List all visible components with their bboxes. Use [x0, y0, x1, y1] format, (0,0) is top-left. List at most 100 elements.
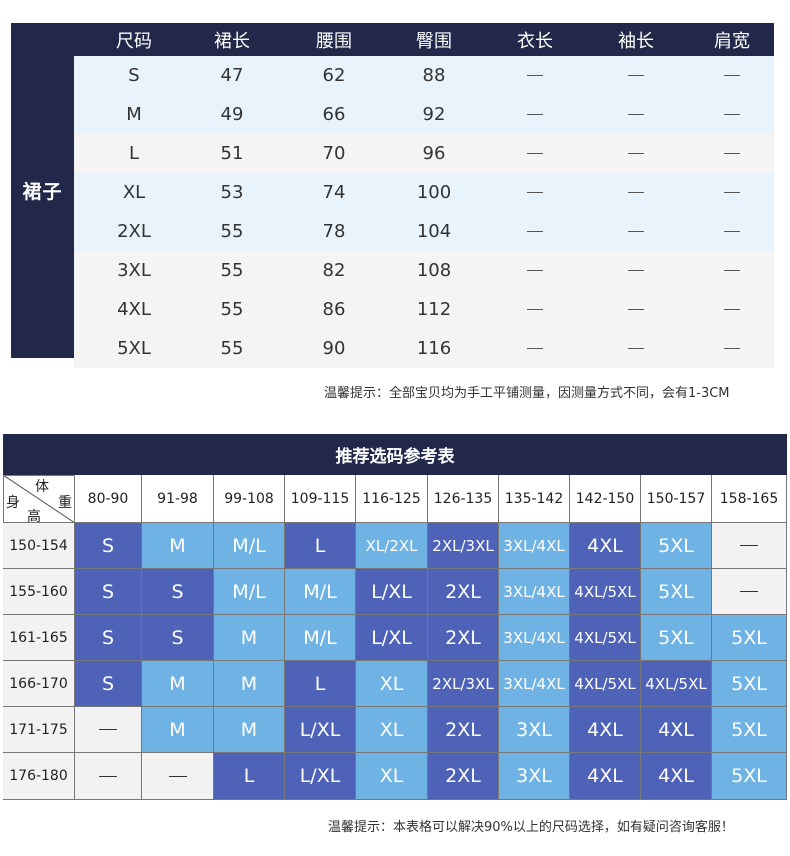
recommended-size-cell: 3XL/4XL [499, 523, 570, 569]
size-value-cell: 104 [416, 221, 452, 242]
dash-mark [628, 309, 644, 310]
empty-value-dash [591, 290, 681, 329]
recommended-size-cell: 4XL/5XL [570, 615, 641, 661]
size-header-cell: 袖长 [618, 30, 654, 52]
empty-value-dash [490, 56, 580, 95]
recommended-size-cell: 4XL [641, 753, 712, 800]
recommended-size-cell: M [214, 661, 285, 707]
recommend-chart-table: 推荐选码参考表 体 重 身 高 80-90 91-98 99-108 109-115 1… [3, 434, 787, 800]
empty-value-dash [687, 56, 777, 95]
dash-mark [724, 309, 740, 310]
weight-header-cell: 80-90 [75, 475, 142, 523]
empty-value-dash [687, 290, 777, 329]
dash-mark [99, 729, 117, 730]
recommended-size-cell: S [75, 661, 142, 707]
recommended-size-cell: 2XL [428, 707, 499, 753]
recommended-size-cell: 3XL [499, 707, 570, 753]
dash-mark [740, 591, 758, 592]
recommended-size-cell: 3XL/4XL [499, 661, 570, 707]
size-value-cell: L [128, 143, 140, 164]
empty-value-dash [591, 212, 681, 251]
dash-mark [628, 75, 644, 76]
size-value-cell: 66 [322, 104, 346, 125]
recommended-size-cell: XL [356, 707, 428, 753]
recommended-size-cell: S [142, 615, 214, 661]
dash-mark [724, 270, 740, 271]
empty-value-dash [490, 290, 580, 329]
corner-height-2: 高 [27, 509, 41, 523]
height-label-cell: 150-154 [3, 523, 75, 569]
recommended-size-cell: 5XL [712, 753, 787, 800]
size-row: S 47 62 88 [74, 56, 774, 95]
height-label-cell: 166-170 [3, 661, 75, 707]
size-chart-header-row: 尺码 裙长 腰围 臀围 衣长 袖长 肩宽 [74, 23, 774, 56]
recommended-size-cell: 4XL/5XL [641, 661, 712, 707]
dash-mark [527, 192, 543, 193]
size-value-cell: 4XL [117, 299, 151, 320]
recommended-size-cell: S [75, 523, 142, 569]
size-row: 2XL 55 78 104 [74, 212, 774, 251]
weight-header-cell: 150-157 [641, 475, 712, 523]
corner-weight-2: 重 [58, 495, 72, 511]
recommended-size-cell: 2XL [428, 615, 499, 661]
size-header-cell: 肩宽 [714, 30, 750, 52]
size-row: 5XL 55 90 116 [74, 329, 774, 368]
empty-value-dash [490, 329, 580, 368]
dash-mark [628, 348, 644, 349]
recommended-size-cell: 5XL [712, 615, 787, 661]
recommended-size-cell: 2XL [428, 569, 499, 615]
recommended-size-cell: M [142, 707, 214, 753]
recommended-size-cell: L/XL [285, 753, 356, 800]
size-value-cell: 55 [220, 338, 244, 359]
recommended-size-cell: S [75, 615, 142, 661]
recommended-size-cell: M/L [285, 615, 356, 661]
size-value-cell: 51 [220, 143, 244, 164]
size-value-cell: 55 [220, 221, 244, 242]
empty-value-dash [591, 173, 681, 212]
recommended-size-cell: L [285, 661, 356, 707]
no-recommendation-cell [75, 707, 142, 753]
empty-value-dash [591, 251, 681, 290]
empty-value-dash [687, 173, 777, 212]
weight-header-cell: 126-135 [428, 475, 499, 523]
weight-header-cell: 142-150 [570, 475, 641, 523]
dash-mark [628, 231, 644, 232]
size-value-cell: S [128, 65, 140, 86]
weight-header-cell: 109-115 [285, 475, 356, 523]
size-value-cell: 100 [416, 182, 452, 203]
recommended-size-cell: M/L [214, 569, 285, 615]
recommended-size-cell: M [142, 661, 214, 707]
recommended-size-cell: XL/2XL [356, 523, 428, 569]
size-value-cell: 78 [322, 221, 346, 242]
empty-value-dash [591, 329, 681, 368]
size-value-cell: 90 [322, 338, 346, 359]
size-row: M 49 66 92 [74, 95, 774, 134]
size-value-cell: 74 [322, 182, 346, 203]
recommended-size-cell: M/L [285, 569, 356, 615]
no-recommendation-cell [142, 753, 214, 800]
weight-header-cell: 158-165 [712, 475, 787, 523]
size-value-cell: 55 [220, 299, 244, 320]
dash-mark [527, 270, 543, 271]
recommended-size-cell: 4XL/5XL [570, 569, 641, 615]
recommended-size-cell: 3XL [499, 753, 570, 800]
dash-mark [628, 114, 644, 115]
size-header-cell: 腰围 [316, 30, 352, 52]
empty-value-dash [591, 56, 681, 95]
size-row: L 51 70 96 [74, 134, 774, 173]
size-chart-note: 温馨提示：全部宝贝均为手工平铺测量，因测量方式不同，会有1-3CM [324, 386, 730, 401]
weight-header-cell: 135-142 [499, 475, 570, 523]
no-recommendation-cell [712, 523, 787, 569]
weight-header-cell: 116-125 [356, 475, 428, 523]
dash-mark [527, 75, 543, 76]
dash-mark [99, 775, 117, 777]
dash-mark [628, 270, 644, 271]
recommended-size-cell: L/XL [356, 615, 428, 661]
recommended-size-cell: L [214, 753, 285, 800]
dash-mark [628, 153, 644, 154]
size-value-cell: 116 [416, 338, 452, 359]
recommended-size-cell: XL [356, 661, 428, 707]
size-row: 3XL 55 82 108 [74, 251, 774, 290]
weight-header-cell: 99-108 [214, 475, 285, 523]
size-value-cell: 5XL [117, 338, 151, 359]
